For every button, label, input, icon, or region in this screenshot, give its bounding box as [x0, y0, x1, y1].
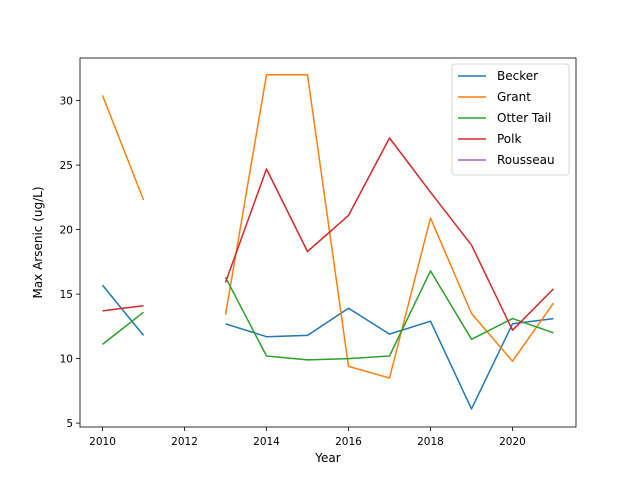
- x-axis: 2010 2012 2014 2016 2018 2020: [89, 427, 526, 448]
- x-axis-label: Year: [314, 451, 340, 465]
- x-tick-label: 2018: [417, 436, 444, 448]
- series-line-otter-tail: [102, 311, 144, 345]
- y-tick-label: 30: [60, 96, 73, 108]
- series-line-becker: [225, 307, 554, 410]
- legend-label: Rousseau: [497, 153, 555, 167]
- x-tick-label: 2020: [499, 436, 526, 448]
- series-line-polk: [224, 137, 555, 331]
- plot-lines: [101, 74, 555, 410]
- y-tick-label: 5: [66, 418, 73, 430]
- y-axis-label: Max Arsenic (ug/L): [31, 186, 45, 298]
- y-axis: 5 10 15 20 25 30: [60, 96, 80, 430]
- legend-label: Polk: [497, 132, 521, 146]
- legend-label: Becker: [497, 69, 538, 83]
- series-line-grant: [101, 95, 145, 201]
- x-tick-label: 2010: [89, 436, 116, 448]
- x-tick-label: 2016: [335, 436, 362, 448]
- series-line-polk: [102, 304, 144, 312]
- y-tick-label: 25: [60, 160, 73, 172]
- y-tick-label: 15: [60, 289, 73, 301]
- x-tick-label: 2012: [171, 436, 198, 448]
- y-tick-label: 10: [60, 354, 73, 366]
- y-tick-label: 20: [60, 225, 73, 237]
- series-line-grant: [224, 74, 555, 379]
- x-tick-label: 2014: [253, 436, 280, 448]
- legend-label: Otter Tail: [497, 111, 551, 125]
- axes-frame: [79, 57, 577, 428]
- series-line-otter-tail: [224, 270, 554, 361]
- legend: Becker Grant Otter Tail Polk Rousseau: [451, 63, 570, 176]
- legend-label: Grant: [497, 90, 531, 104]
- series-line-becker: [101, 284, 145, 336]
- legend-box: [451, 63, 570, 176]
